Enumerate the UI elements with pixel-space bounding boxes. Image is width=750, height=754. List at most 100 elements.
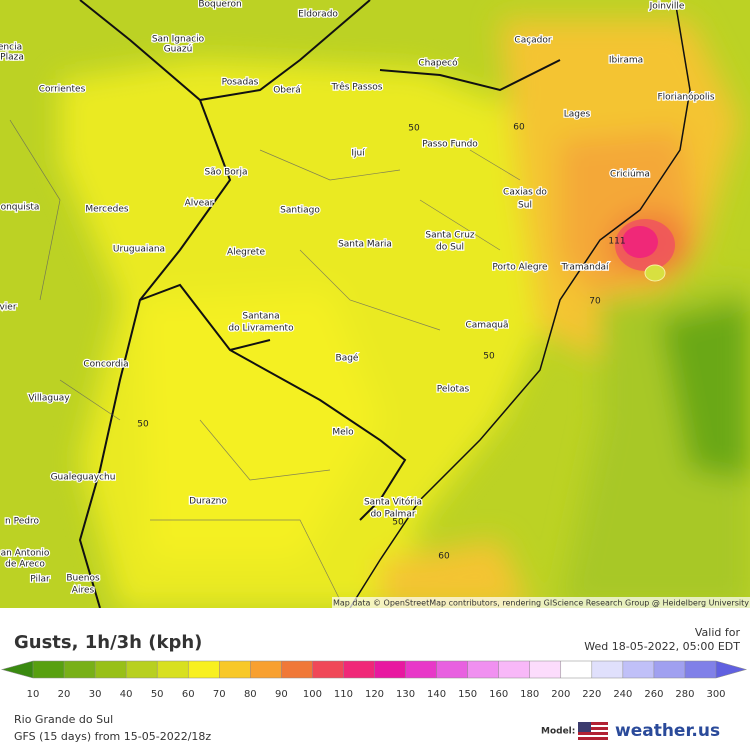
legend-swatch: [33, 661, 65, 678]
city-label: Concordia: [83, 360, 128, 370]
city-label: do Sul: [436, 243, 464, 253]
legend-tick-label: 240: [613, 689, 632, 700]
attribution: Map data © OpenStreetMap contributors, r…: [333, 599, 749, 608]
city-label: Bagé: [336, 353, 359, 364]
legend-tick-label: 90: [275, 689, 288, 700]
city-label: Sul: [518, 201, 532, 211]
legend-tick-label: 200: [551, 689, 570, 700]
city-label: Caxias do: [503, 188, 547, 198]
contour-label: 50: [392, 518, 404, 528]
city-label: Buenos: [66, 574, 100, 584]
legend-swatch: [436, 661, 468, 678]
city-label: Passo Fundo: [422, 140, 478, 150]
legend-swatch: [157, 661, 189, 678]
city-label: onquista: [1, 203, 40, 213]
city-label: Pelotas: [437, 385, 470, 395]
legend-swatch: [126, 661, 158, 678]
city-label: Plaza: [0, 53, 24, 63]
legend-arrow: [716, 661, 746, 678]
city-label: Santa Maria: [338, 240, 392, 250]
legend-tick-label: 80: [244, 689, 257, 700]
legend-tick-label: 140: [427, 689, 446, 700]
legend-tick-label: 70: [213, 689, 226, 700]
contour-label: 70: [589, 297, 601, 307]
legend-swatch: [95, 661, 127, 678]
city-label: Oberá: [273, 86, 301, 96]
region: Rio Grande do Sul: [14, 713, 113, 726]
legend-tick-label: 30: [89, 689, 102, 700]
legend-swatch: [405, 661, 437, 678]
city-label: Santiago: [280, 206, 320, 216]
city-label: Três Passos: [331, 82, 383, 93]
city-label: Durazno: [189, 497, 227, 507]
city-label: Santa Vitória: [364, 497, 422, 508]
city-label: Villaguay: [28, 394, 70, 404]
brand[interactable]: weather.us: [615, 721, 720, 741]
footer: Gusts, 1h/3h (kph) Valid for Wed 18-05-2…: [14, 626, 740, 743]
legend-tick-label: 50: [151, 689, 164, 700]
legend-swatch: [560, 661, 592, 678]
contour-label: 60: [513, 123, 525, 133]
city-label: an Antonio: [1, 549, 50, 559]
contour-label: 111: [608, 237, 625, 247]
legend: 10 20 30 40 50 60 70 80 90 100 110 120 130 140 150 160 1…: [0, 660, 748, 700]
city-label: Criciúma: [610, 170, 650, 180]
legend-tick-label: 110: [334, 689, 353, 700]
city-label: São Borja: [205, 168, 248, 178]
legend-swatch: [529, 661, 561, 678]
contour-label: 50: [137, 420, 149, 430]
legend-tick-label: 40: [120, 689, 133, 700]
legend-swatch: [64, 661, 96, 678]
legend-swatch: [250, 661, 282, 678]
legend-tick-label: 120: [365, 689, 384, 700]
city-label: Porto Alegre: [492, 263, 548, 273]
city-label: Chapecó: [418, 58, 458, 69]
legend-swatch: [684, 661, 716, 678]
legend-swatch: [591, 661, 623, 678]
legend-tick-label: 180: [520, 689, 539, 700]
city-label: Posadas: [222, 78, 259, 88]
contour-label: 60: [438, 552, 450, 562]
model-label: Model:: [541, 727, 575, 737]
city-label: Lages: [564, 110, 591, 120]
city-label: n Pedro: [5, 517, 39, 527]
city-label: Corrientes: [39, 85, 86, 95]
legend-swatch: [312, 661, 344, 678]
legend-tick-label: 150: [458, 689, 477, 700]
legend-tick-label: 130: [396, 689, 415, 700]
legend-tick-label: 60: [182, 689, 195, 700]
city-label: Gualeguaychu: [51, 473, 116, 483]
legend-tick-label: 20: [58, 689, 71, 700]
city-label: de Areco: [5, 560, 45, 570]
city-label: Santa Cruz: [425, 231, 475, 241]
map: Boqueron Eldorado Joinville San IgnacioGuaz…: [0, 0, 750, 608]
city-label: Mercedes: [85, 205, 129, 215]
city-label: Boqueron: [198, 0, 241, 10]
city-label: Ibirama: [609, 56, 643, 66]
city-label: encia: [0, 43, 22, 53]
city-label: Alegrete: [227, 248, 265, 258]
legend-tick-label: 160: [489, 689, 508, 700]
legend-swatch: [188, 661, 220, 678]
valid-time: Wed 18-05-2022, 05:00 EDT: [584, 640, 740, 653]
legend-tick-label: 10: [27, 689, 40, 700]
city-label: Guazú: [164, 45, 193, 55]
legend-swatch: [622, 661, 654, 678]
city-label: vier: [0, 303, 17, 313]
legend-swatch: [343, 661, 375, 678]
legend-swatch: [281, 661, 313, 678]
legend-swatch: [653, 661, 685, 678]
city-label: Camaquã: [465, 321, 508, 331]
city-label: Florianópolis: [657, 92, 714, 103]
legend-swatch: [374, 661, 406, 678]
city-label: Pilar: [30, 575, 50, 585]
legend-tick-label: 220: [582, 689, 601, 700]
city-label: do Livramento: [228, 324, 294, 334]
legend-tick-label: 280: [675, 689, 694, 700]
city-label: Melo: [332, 428, 354, 438]
city-label: do Palmar: [370, 510, 415, 520]
contour-label: 50: [483, 352, 495, 362]
legend-tick-label: 100: [303, 689, 322, 700]
city-label: Tramandaí: [560, 263, 609, 273]
